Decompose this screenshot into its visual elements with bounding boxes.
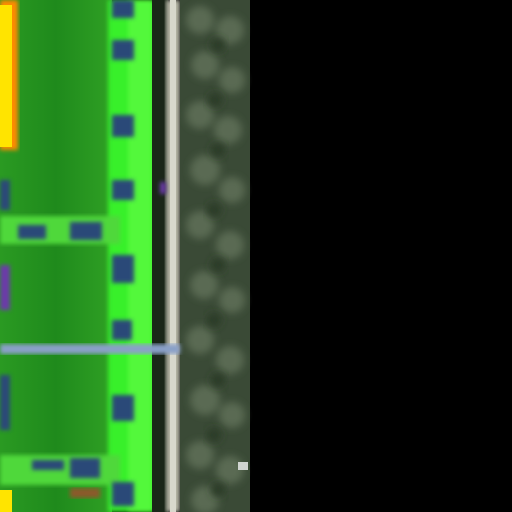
blue-patches — [0, 0, 134, 506]
road — [152, 0, 168, 512]
yellow-highlight — [0, 0, 18, 512]
tree-canopy — [180, 0, 250, 512]
cross-road — [0, 344, 180, 354]
purple-patches — [0, 182, 166, 310]
crop-field — [0, 0, 112, 512]
